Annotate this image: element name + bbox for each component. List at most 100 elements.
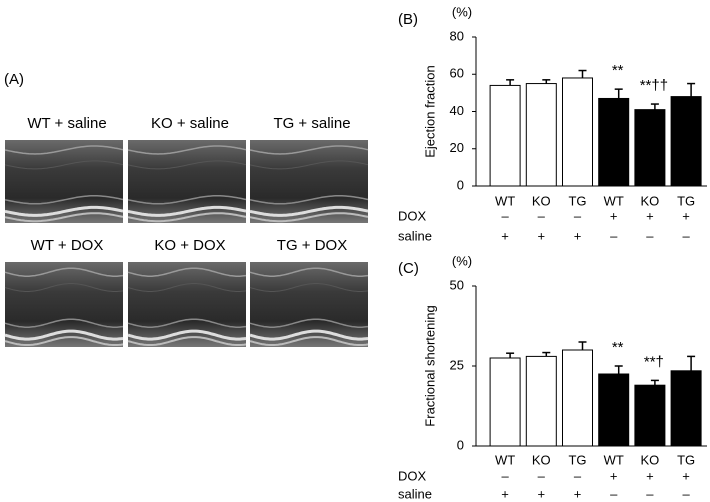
y-tick-label: 25: [450, 357, 464, 372]
x-tick-label: KO: [641, 193, 660, 208]
bar: [489, 84, 521, 187]
image-label: TG + DOX: [277, 237, 347, 254]
panel-label: (C): [398, 260, 419, 277]
condition-mark: +: [682, 468, 690, 483]
condition-name: saline: [398, 486, 432, 501]
bar: [525, 83, 557, 187]
significance-label: **: [612, 339, 624, 356]
condition-mark: –: [501, 468, 509, 483]
echo-trace: [4, 329, 124, 341]
panel-label: (B): [398, 11, 418, 28]
bar: [634, 109, 666, 187]
x-tick-label: WT: [604, 452, 624, 467]
significance-label: **†: [644, 353, 664, 370]
x-tick-label: WT: [495, 193, 515, 208]
significance-label: **††: [640, 77, 668, 94]
condition-mark: –: [682, 228, 690, 243]
y-axis-label: Ejection fraction: [422, 65, 437, 158]
condition-mark: +: [501, 486, 509, 501]
unit-label: (%): [452, 253, 472, 268]
condition-mark: –: [610, 228, 618, 243]
y-tick-label: 0: [457, 437, 464, 452]
echo-trace: [4, 195, 124, 205]
condition-mark: –: [574, 208, 582, 223]
condition-mark: +: [646, 468, 654, 483]
echo-trace: [249, 283, 369, 292]
echo-trace: [127, 336, 247, 346]
bar: [598, 97, 630, 187]
echo-trace: [4, 267, 124, 277]
echo-trace: [4, 212, 124, 223]
echo-trace: [127, 329, 247, 341]
condition-mark: –: [574, 468, 582, 483]
condition-mark: –: [646, 486, 654, 501]
echo-trace: [127, 195, 247, 205]
x-tick-label: TG: [568, 452, 586, 467]
condition-mark: –: [682, 486, 690, 501]
condition-mark: –: [610, 486, 618, 501]
condition-mark: +: [574, 228, 582, 243]
unit-label: (%): [452, 4, 472, 19]
bar: [562, 349, 593, 447]
y-tick-label: 80: [450, 28, 464, 43]
bar: [525, 355, 557, 447]
condition-mark: +: [538, 228, 546, 243]
condition-name: saline: [398, 228, 432, 243]
condition-name: DOX: [398, 208, 427, 223]
x-tick-label: TG: [568, 193, 586, 208]
echo-trace: [4, 145, 124, 155]
echo-trace: [4, 336, 124, 346]
echo-trace: [249, 195, 369, 205]
echo-trace: [249, 212, 369, 223]
y-tick-label: 60: [450, 66, 464, 81]
y-tick-label: 50: [450, 277, 464, 292]
image-label: WT + DOX: [31, 237, 104, 254]
x-tick-label: TG: [677, 193, 695, 208]
condition-mark: +: [610, 208, 618, 223]
condition-mark: –: [538, 208, 546, 223]
echo-trace: [127, 212, 247, 223]
y-tick-label: 20: [450, 140, 464, 155]
echo-trace: [249, 336, 369, 346]
image-label: KO + DOX: [154, 237, 225, 254]
y-axis-label: Fractional shortening: [422, 305, 437, 426]
bar: [634, 384, 666, 447]
condition-name: DOX: [398, 468, 427, 483]
image-label: KO + saline: [151, 115, 229, 132]
condition-mark: +: [574, 486, 582, 501]
x-tick-label: KO: [641, 452, 660, 467]
echo-trace: [249, 145, 369, 155]
echo-trace: [249, 267, 369, 277]
condition-mark: +: [501, 228, 509, 243]
echo-trace: [127, 145, 247, 155]
condition-mark: –: [646, 228, 654, 243]
bar: [489, 357, 521, 447]
bar: [670, 370, 702, 447]
echo-trace: [4, 160, 124, 170]
condition-mark: +: [610, 468, 618, 483]
bar: [670, 96, 702, 187]
x-tick-label: KO: [532, 452, 551, 467]
echo-trace: [127, 160, 247, 170]
echo-trace: [4, 205, 124, 217]
significance-label: **: [612, 62, 624, 79]
echo-trace: [4, 318, 124, 328]
echo-trace: [127, 283, 247, 292]
echo-trace: [127, 205, 247, 217]
condition-mark: +: [538, 486, 546, 501]
echo-trace: [249, 160, 369, 170]
echo-trace: [249, 205, 369, 217]
x-tick-label: KO: [532, 193, 551, 208]
condition-mark: –: [538, 468, 546, 483]
echo-trace: [127, 318, 247, 328]
echo-trace: [249, 318, 369, 328]
condition-mark: +: [646, 208, 654, 223]
bar: [598, 373, 630, 447]
x-tick-label: WT: [495, 452, 515, 467]
condition-mark: +: [682, 208, 690, 223]
echo-trace: [127, 267, 247, 277]
bar: [562, 77, 593, 187]
y-tick-label: 0: [457, 177, 464, 192]
image-label: TG + saline: [273, 115, 350, 132]
